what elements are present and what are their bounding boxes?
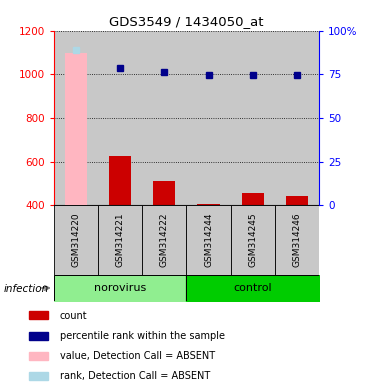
- FancyBboxPatch shape: [231, 205, 275, 275]
- Bar: [65, 203, 87, 205]
- Text: rank, Detection Call = ABSENT: rank, Detection Call = ABSENT: [59, 371, 210, 381]
- Text: value, Detection Call = ABSENT: value, Detection Call = ABSENT: [59, 351, 215, 361]
- Bar: [197, 204, 220, 205]
- Bar: [242, 193, 264, 205]
- FancyBboxPatch shape: [186, 205, 231, 275]
- Bar: [29, 352, 47, 360]
- Bar: [231, 31, 275, 205]
- FancyBboxPatch shape: [275, 205, 319, 275]
- FancyBboxPatch shape: [54, 205, 98, 275]
- FancyBboxPatch shape: [98, 205, 142, 275]
- Text: GSM314245: GSM314245: [248, 213, 257, 267]
- Text: GSM314246: GSM314246: [292, 213, 302, 267]
- Bar: [153, 181, 175, 205]
- Bar: [275, 31, 319, 205]
- Text: control: control: [233, 283, 272, 293]
- Bar: [142, 31, 186, 205]
- Bar: [29, 311, 47, 319]
- FancyBboxPatch shape: [142, 205, 186, 275]
- Text: GSM314221: GSM314221: [116, 213, 125, 267]
- Bar: [29, 332, 47, 340]
- Bar: [109, 156, 131, 205]
- Bar: [286, 195, 308, 205]
- Text: GSM314220: GSM314220: [71, 213, 81, 267]
- Bar: [65, 53, 87, 205]
- Text: norovirus: norovirus: [94, 283, 146, 293]
- Bar: [54, 31, 98, 205]
- Text: GSM314222: GSM314222: [160, 213, 169, 267]
- Bar: [98, 31, 142, 205]
- Text: percentile rank within the sample: percentile rank within the sample: [59, 331, 224, 341]
- Bar: [186, 31, 231, 205]
- Bar: [29, 372, 47, 380]
- Text: GSM314244: GSM314244: [204, 213, 213, 267]
- Text: count: count: [59, 311, 87, 321]
- Text: infection: infection: [4, 284, 49, 294]
- Title: GDS3549 / 1434050_at: GDS3549 / 1434050_at: [109, 15, 264, 28]
